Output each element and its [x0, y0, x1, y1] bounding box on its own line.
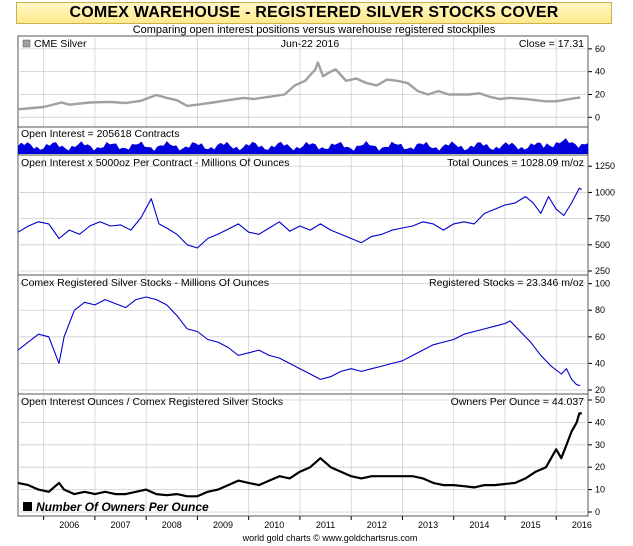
panel-silver: 0 20 40 60 CME Silver Jun-22 2016 Close = 17.3… [17, 36, 605, 127]
plot-frame [17, 35, 589, 517]
x-tick-label: 2006 [59, 520, 79, 530]
chart-title: COMEX WAREHOUSE - REGISTERED SILVER STOC… [69, 4, 559, 21]
y-tick-label: 0 [595, 507, 600, 517]
x-axis: 2006 2007 2008 2009 2010 2011 2012 2013 2014 2015… [43, 516, 592, 530]
y-tick-label: 500 [595, 240, 610, 250]
panel-owners: 0 10 20 30 40 50 Open Interest Ounces / Comex … [17, 393, 605, 517]
panels-group: 0 20 40 60 CME Silver Jun-22 2016 Close = 17.3… [17, 36, 615, 517]
y-tick-label: 30 [595, 440, 605, 450]
x-tick-label: 2009 [213, 520, 233, 530]
y-tick-label: 20 [595, 462, 605, 472]
x-tick-label: 2015 [521, 520, 541, 530]
chart-title-bar: COMEX WAREHOUSE - REGISTERED SILVER STOC… [16, 2, 612, 24]
y-tick-label: 60 [595, 332, 605, 342]
panel-open_interest: Open Interest = 205618 Contracts [18, 126, 588, 154]
y-tick-label: 20 [595, 89, 605, 99]
x-tick-label: 2013 [418, 520, 438, 530]
panel-label: CME Silver [34, 38, 87, 50]
value-label: Owners Per Ounce = 44.037 [451, 396, 585, 408]
panel-label: Open Interest x 5000oz Per Contract - Mi… [21, 157, 289, 169]
y-tick-label: 100 [595, 279, 610, 289]
panel-label: Open Interest Ounces / Comex Registered … [21, 396, 283, 408]
x-tick-label: 2010 [264, 520, 284, 530]
date-label: Jun-22 2016 [281, 38, 340, 50]
x-tick-label: 2016 [572, 520, 592, 530]
open-interest-area [18, 138, 588, 154]
y-tick-label: 250 [595, 266, 610, 276]
y-tick-label: 80 [595, 305, 605, 315]
y-tick-label: 10 [595, 485, 605, 495]
chart-subtitle: Comparing open interest positions versus… [132, 24, 496, 36]
panel-registered: 20 40 60 80 100 Comex Registered Silver Stock… [17, 274, 610, 395]
panel-label: Open Interest = 205618 Contracts [21, 128, 179, 140]
owners-legend-label: Number Of Owners Per Ounce [36, 500, 209, 514]
x-tick-label: 2008 [162, 520, 182, 530]
y-tick-label: 1250 [595, 161, 615, 171]
panel-oi_ounces: 250 500 750 1000 1250 Open Interest x 5000oz … [17, 154, 615, 276]
x-tick-label: 2007 [111, 520, 131, 530]
panel-label: Comex Registered Silver Stocks - Million… [21, 277, 269, 289]
owners-legend-swatch [23, 502, 32, 511]
value-label: Close = 17.31 [519, 38, 584, 50]
series-line-owners [17, 412, 582, 498]
x-tick-label: 2012 [367, 520, 387, 530]
y-tick-label: 60 [595, 44, 605, 54]
x-tick-label: 2011 [316, 520, 335, 530]
x-tick-label: 2014 [469, 520, 489, 530]
chart-footer: world gold charts © www.goldchartsrus.co… [242, 533, 418, 543]
value-label: Registered Stocks = 23.346 m/oz [429, 277, 584, 289]
value-label: Total Ounces = 1028.09 m/oz [447, 157, 584, 169]
y-tick-label: 40 [595, 358, 605, 368]
y-tick-label: 750 [595, 214, 610, 224]
y-tick-label: 50 [595, 395, 605, 405]
y-tick-label: 40 [595, 67, 605, 77]
silver-legend-swatch [22, 39, 31, 48]
y-tick-label: 20 [595, 385, 605, 395]
y-tick-label: 1000 [595, 187, 615, 197]
y-tick-label: 40 [595, 417, 605, 427]
y-tick-label: 0 [595, 112, 600, 122]
series-line-silver [17, 61, 581, 111]
